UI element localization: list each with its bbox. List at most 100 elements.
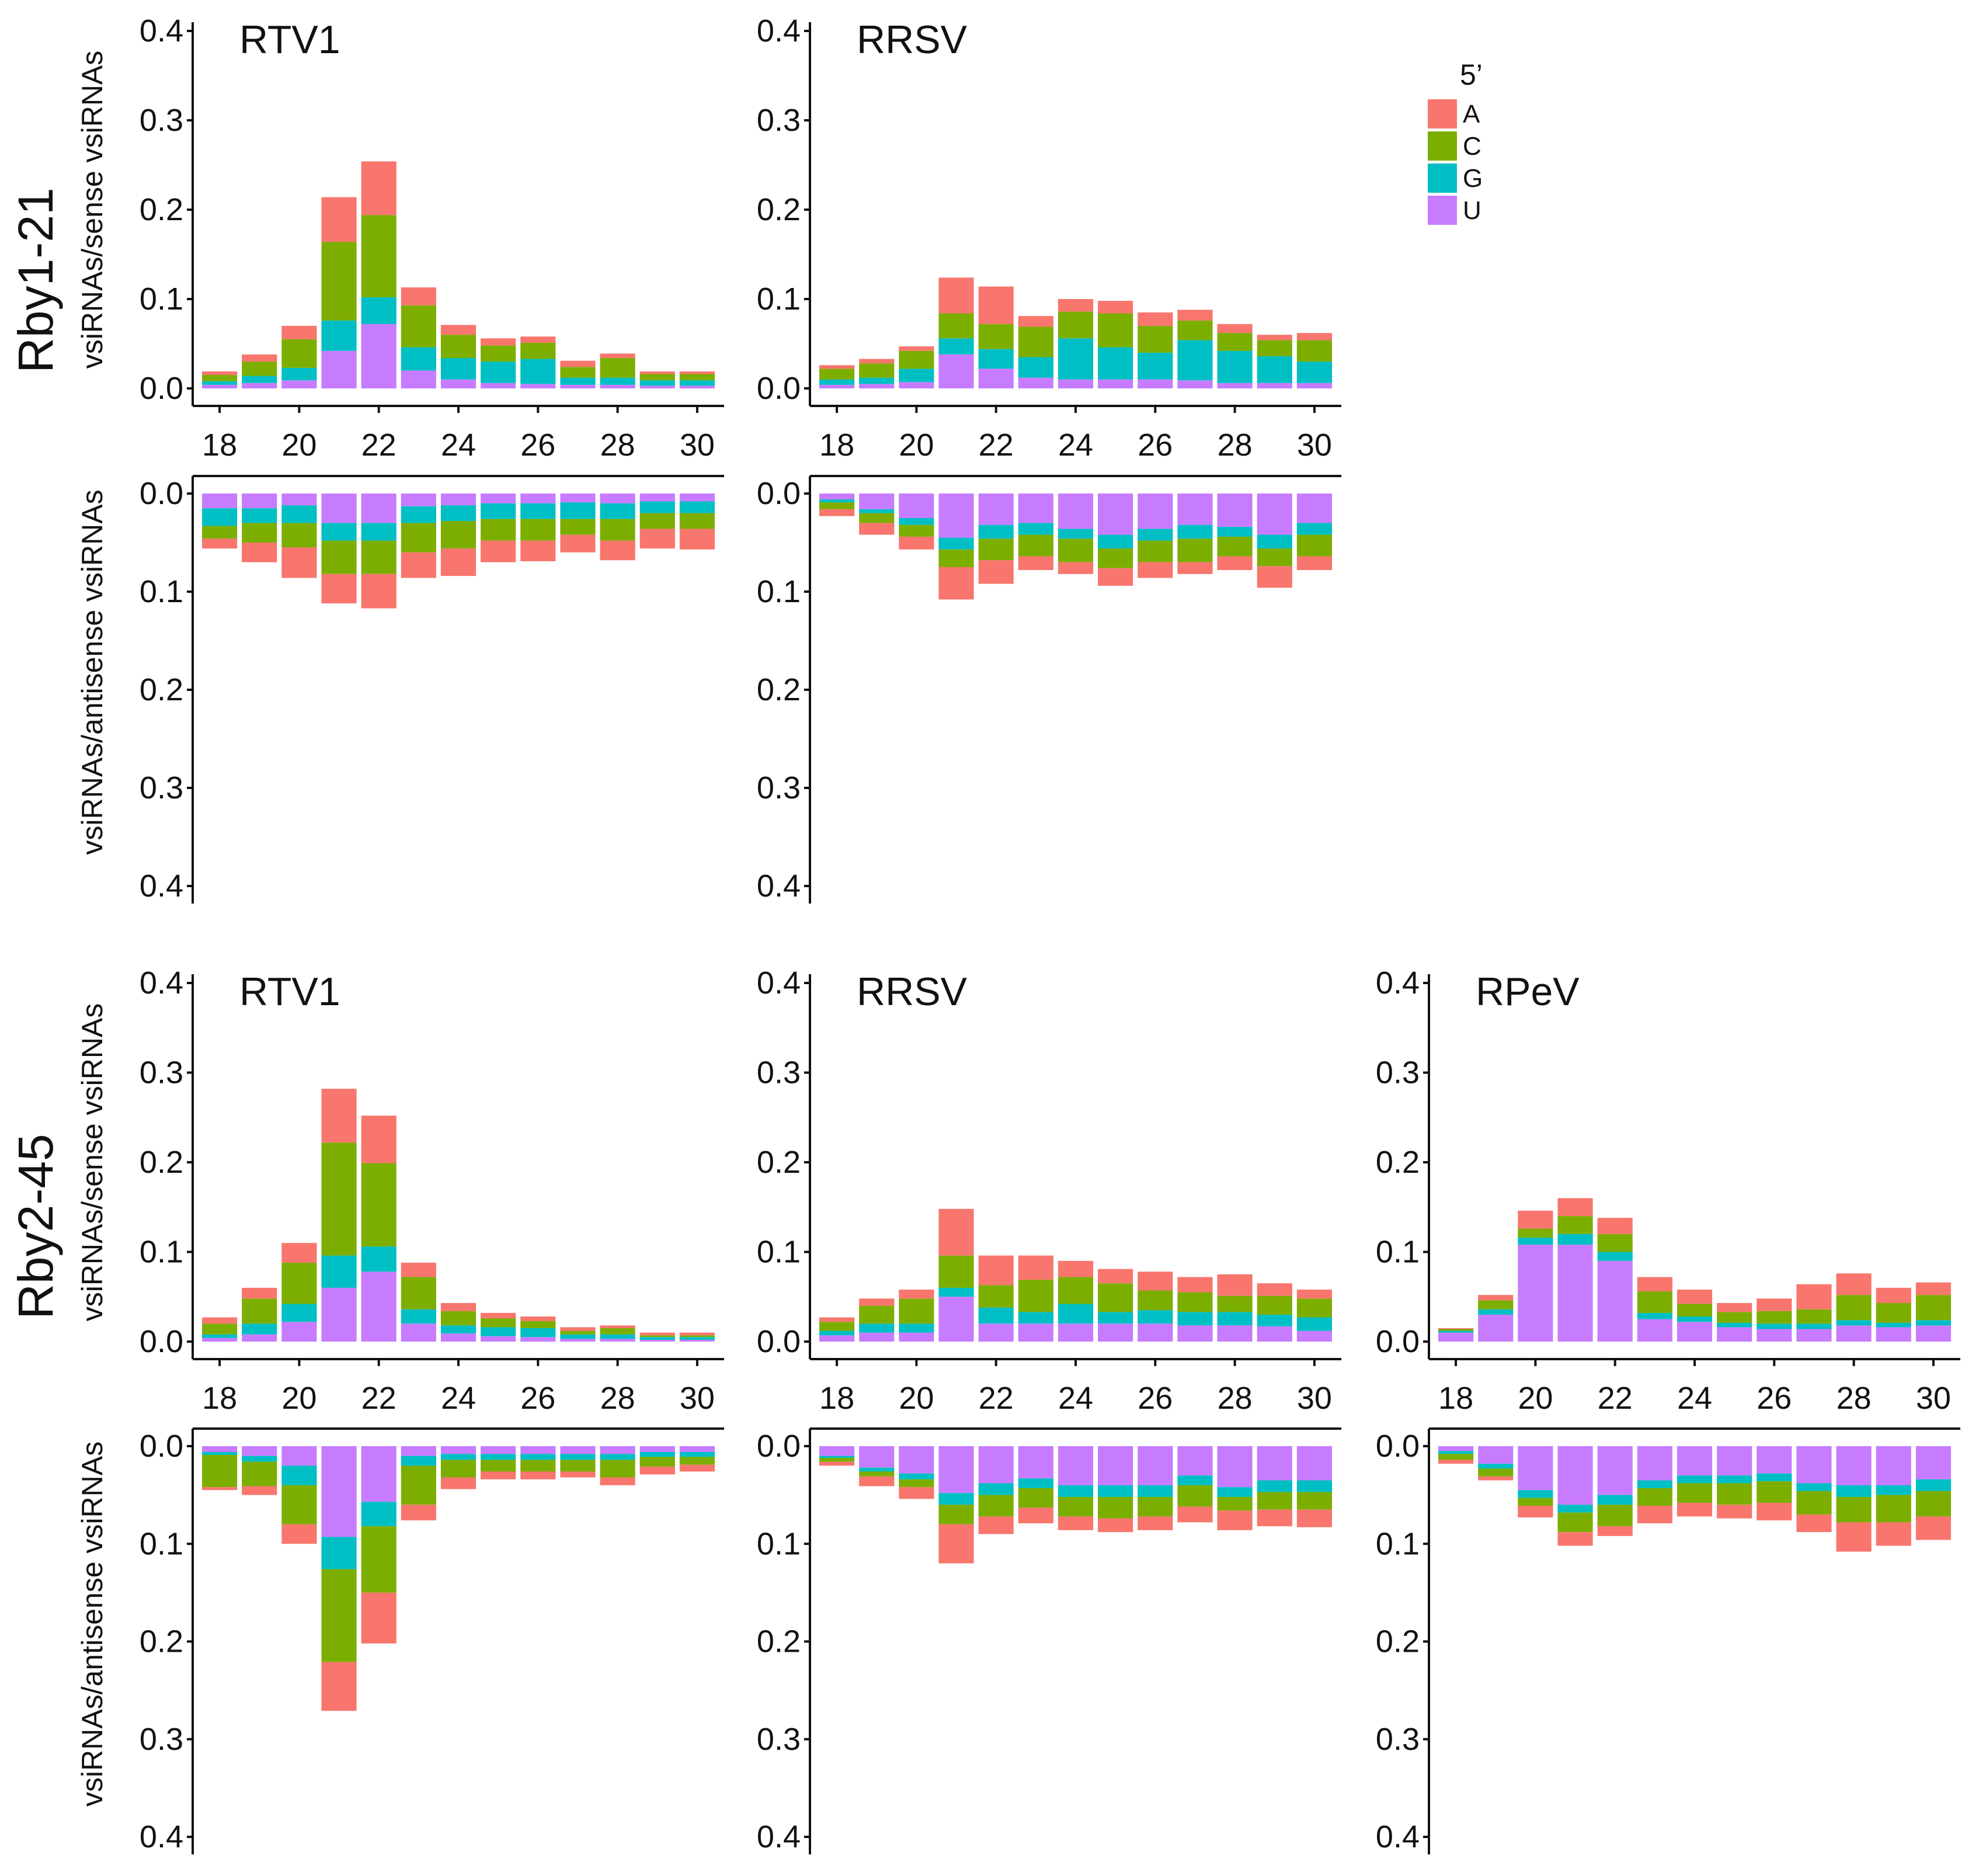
sense-bar-25-G [481, 362, 516, 383]
sense-y-tick-label: 0.0 [757, 1324, 801, 1359]
sense-bar-25-G [481, 1327, 516, 1336]
sense-bar-26-U [520, 1337, 556, 1342]
antisense-bar-22-C [361, 540, 397, 574]
antisense-bar-28-A [600, 1477, 635, 1485]
sense-y-tick-label: 0.2 [140, 192, 183, 227]
antisense-bar-26-U [1138, 1446, 1173, 1485]
sense-bar-23-G [1018, 357, 1053, 378]
sense-bar-20-A [899, 1289, 934, 1299]
panel-title: RRSV [857, 970, 968, 1014]
antisense-bar-23-C [401, 523, 436, 553]
antisense-bar-19-G [242, 1455, 277, 1462]
antisense-bar-20-C [899, 524, 934, 537]
antisense-bar-27-U [1177, 494, 1213, 525]
sense-bar-20-A [281, 1243, 317, 1263]
antisense-bar-21-U [938, 494, 974, 538]
sense-bar-19-A [859, 1298, 895, 1306]
sense-y-tick-label: 0.1 [757, 282, 801, 317]
sense-bar-21-A [321, 197, 357, 242]
antisense-bar-20-U [899, 494, 934, 518]
sense-y-tick-label: 0.3 [1376, 1055, 1420, 1090]
antisense-bar-24-C [440, 521, 477, 549]
sense-y-tick-label: 0.0 [140, 371, 183, 406]
sense-bar-21-U [938, 1297, 974, 1342]
sense-bar-28-U [1836, 1325, 1872, 1342]
antisense-bar-24-C [1058, 1496, 1094, 1517]
sense-bar-19-C [242, 1298, 277, 1324]
sense-y-tick-label: 0.2 [1376, 1145, 1420, 1180]
antisense-bar-20-C [281, 1485, 317, 1524]
antisense-bar-24-G [440, 505, 477, 522]
sense-bar-20-U [899, 1332, 934, 1342]
antisense-bar-30-C [1296, 534, 1332, 557]
x-tick-label: 26 [520, 1381, 555, 1416]
sense-bar-30-U [679, 1339, 715, 1342]
antisense-bar-26-G [520, 1454, 556, 1460]
antisense-y-tick-label: 0.4 [757, 1819, 801, 1854]
x-tick-label: 20 [899, 428, 934, 463]
sense-bar-19-A [242, 354, 277, 362]
antisense-bar-24-A [440, 548, 477, 576]
sense-bar-19-C [242, 362, 277, 376]
antisense-bar-27-G [1177, 524, 1213, 539]
sense-bar-25-U [481, 1336, 516, 1342]
sense-bar-24-A [1677, 1289, 1713, 1304]
sense-bar-25-C [481, 345, 516, 362]
antisense-bar-18-U [202, 1446, 238, 1453]
antisense-bar-26-U [1138, 494, 1173, 529]
antisense-bar-26-C [1138, 540, 1173, 562]
antisense-bar-28-A [600, 540, 635, 561]
sense-bar-27-A [1177, 310, 1213, 321]
antisense-bar-23-C [401, 1465, 436, 1505]
antisense-y-tick-label: 0.3 [1376, 1722, 1420, 1757]
sense-bar-30-A [679, 371, 715, 374]
sense-bar-26-A [1138, 1271, 1173, 1291]
antisense-bar-30-A [679, 1464, 715, 1472]
x-tick-label: 24 [441, 1381, 476, 1416]
antisense-bar-22-U [978, 494, 1014, 525]
sense-bar-29-A [1876, 1287, 1911, 1303]
antisense-bar-20-U [281, 1446, 317, 1466]
sense-bar-23-C [401, 1277, 436, 1309]
x-tick-label: 28 [600, 1381, 635, 1416]
antisense-bar-23-C [1637, 1488, 1672, 1506]
antisense-y-tick-label: 0.2 [140, 672, 183, 707]
antisense-bar-21-C [938, 549, 974, 567]
sense-bar-28-A [1836, 1273, 1872, 1295]
x-tick-label: 26 [1138, 1381, 1173, 1416]
antisense-bar-20-G [281, 505, 317, 523]
antisense-bar-28-C [600, 519, 635, 541]
x-tick-label: 30 [1916, 1381, 1951, 1416]
antisense-bar-25-A [1717, 1505, 1752, 1519]
sense-bar-18-G [202, 1334, 238, 1338]
legend-label-u: U [1463, 196, 1481, 225]
antisense-bar-22-G [978, 1483, 1014, 1495]
antisense-bar-27-U [1177, 1446, 1213, 1476]
sense-bar-26-C [1138, 325, 1173, 353]
sense-bar-21-A [321, 1089, 357, 1143]
x-tick-label: 22 [979, 428, 1014, 463]
antisense-bar-18-U [1438, 1446, 1474, 1451]
panel-rby1-21-rtv1: RTV1 0.0 0.0 0.1 0.1 0.2 0.2 0.3 0.3 0.4 0.4 18 20 22… [76, 13, 724, 904]
sense-bar-23-G [1637, 1312, 1672, 1319]
antisense-bar-19-G [859, 1467, 895, 1472]
antisense-bar-22-A [361, 1592, 397, 1644]
sense-bar-27-A [1177, 1277, 1213, 1293]
sense-bar-29-U [1257, 1326, 1292, 1342]
sense-bar-25-U [1717, 1327, 1752, 1342]
antisense-bar-23-C [1018, 534, 1053, 557]
antisense-bar-19-U [859, 494, 895, 509]
antisense-bar-26-U [520, 1446, 556, 1454]
antisense-bar-19-U [242, 494, 277, 509]
antisense-bar-29-C [1876, 1495, 1911, 1523]
sense-bar-27-C [560, 367, 596, 378]
antisense-bar-18-U [819, 1446, 855, 1456]
antisense-bar-19-C [859, 513, 895, 523]
antisense-bar-23-A [1637, 1506, 1672, 1524]
sense-bar-30-U [1296, 383, 1332, 388]
legend-swatch-g [1428, 164, 1457, 193]
antisense-bar-30-G [679, 1452, 715, 1457]
antisense-bar-30-G [1296, 523, 1332, 535]
antisense-bar-24-U [1058, 1446, 1094, 1485]
antisense-bar-20-A [1518, 1506, 1553, 1518]
